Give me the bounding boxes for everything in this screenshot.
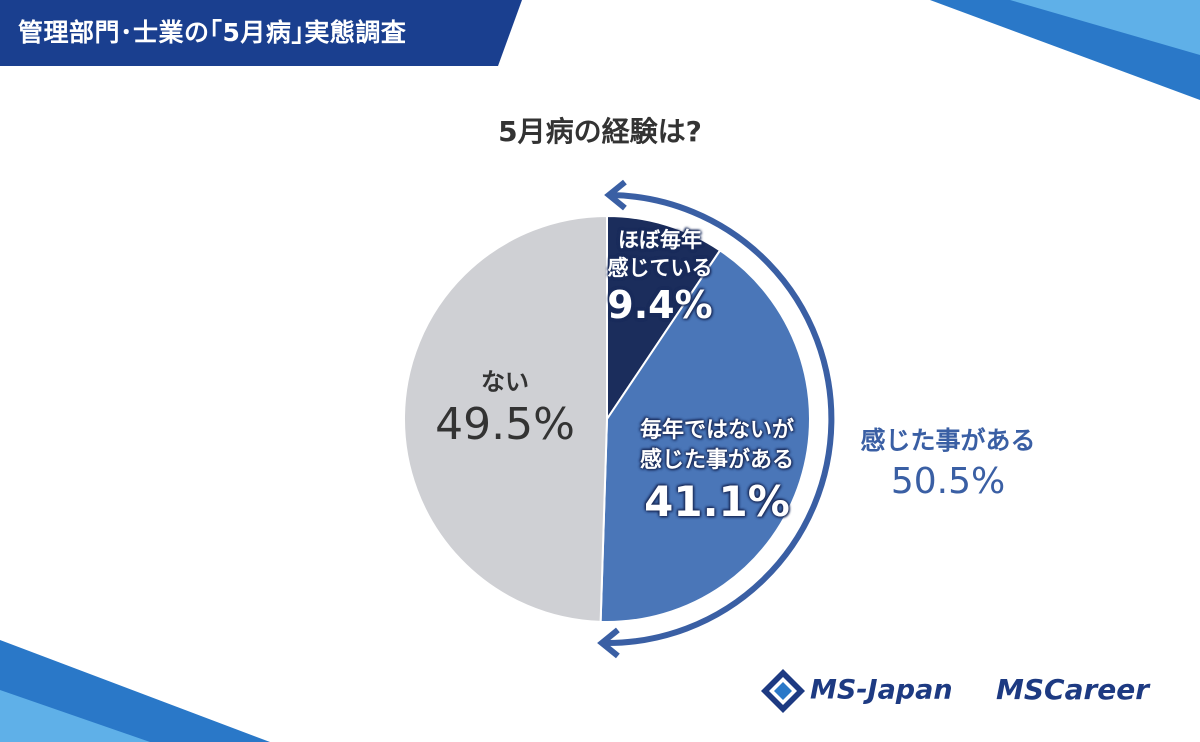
ms-japan-diamond-icon bbox=[761, 669, 805, 713]
slice-value-label: 49.5% bbox=[435, 399, 575, 450]
slice-value-label: 41.1% bbox=[644, 477, 790, 526]
ms-japan-logo: MS-Japan bbox=[760, 668, 953, 713]
slice-label-line: ほぼ毎年 bbox=[618, 228, 702, 252]
bracket-arrow-bottom bbox=[597, 627, 620, 659]
pie-slice-almost-every-year bbox=[606, 214, 722, 423]
group-annotation-label: 感じた事がある bbox=[860, 426, 1036, 455]
ms-career-logo-text: MSCareer bbox=[996, 673, 1150, 706]
group-bracket-arc bbox=[603, 192, 835, 646]
slice-label-almost-every-year: ほぼ毎年 感じている 9.4% bbox=[600, 226, 720, 328]
ms-career-logo: MSCareer bbox=[996, 668, 1149, 712]
bracket-arrow-top bbox=[604, 179, 627, 211]
slice-value-label: 9.4% bbox=[607, 283, 713, 327]
ms-japan-logo-text: MS-Japan bbox=[810, 674, 953, 706]
pie-slice-none bbox=[403, 214, 608, 623]
slice-label-none: ない 49.5% bbox=[420, 366, 590, 452]
slice-label-not-every-year: 毎年ではないが 感じた事がある 41.1% bbox=[612, 416, 822, 528]
slice-label-line: 感じている bbox=[607, 256, 713, 280]
slice-label-line: 感じた事がある bbox=[639, 448, 794, 473]
group-annotation-value: 50.5% bbox=[890, 461, 1006, 502]
slice-label-line: ない bbox=[481, 368, 529, 396]
chart-title: 5月病の経験は? bbox=[498, 115, 702, 148]
group-annotation: 感じた事がある 50.5% bbox=[838, 424, 1058, 506]
pie-slice-not-every-year bbox=[599, 249, 812, 623]
slice-label-line: 毎年ではないが bbox=[639, 418, 794, 443]
page-title: 管理部門･士業の｢5月病｣実態調査 bbox=[18, 18, 407, 47]
